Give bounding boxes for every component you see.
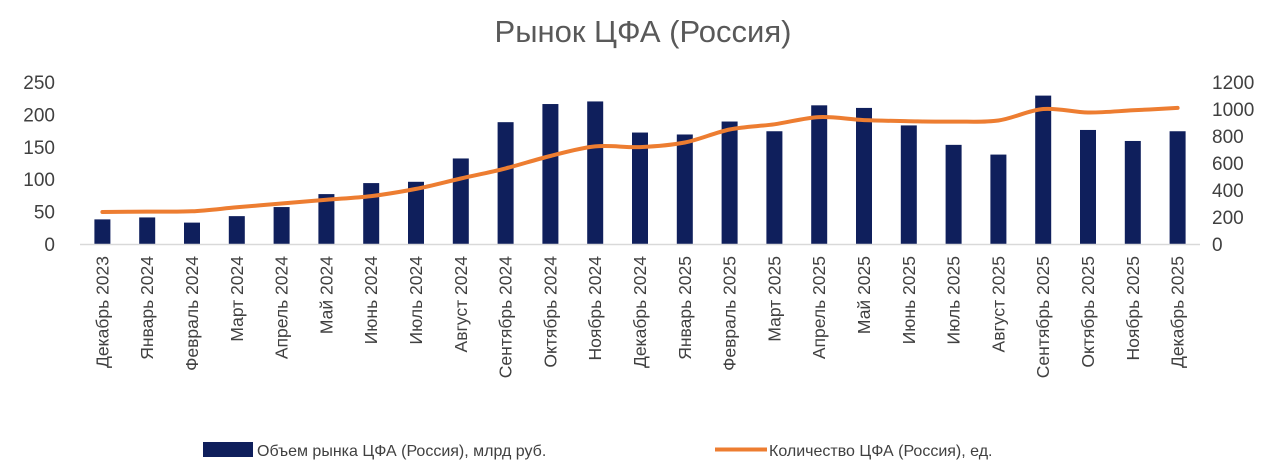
left-axis-tick-label: 250: [23, 73, 55, 94]
right-axis-tick-label: 200: [1212, 208, 1244, 229]
bar-volume: [542, 104, 559, 244]
x-axis-category-label: Июль 2024: [406, 256, 426, 345]
x-axis-category-label: Июнь 2025: [899, 256, 919, 344]
left-axis-tick-label: 0: [44, 235, 55, 256]
x-axis-category-label: Август 2025: [988, 256, 1008, 352]
x-axis-category-label: Январь 2024: [137, 256, 157, 360]
bar-series: [94, 95, 1186, 244]
bar-volume: [184, 222, 200, 244]
x-axis-category-label: Февраль 2025: [720, 256, 740, 371]
line-series: [100, 105, 1180, 214]
bar-volume: [1035, 95, 1052, 244]
bar-volume: [1169, 131, 1186, 244]
left-axis-ticks: 0 50 100 150 200 250: [23, 73, 55, 256]
bar-volume: [676, 134, 693, 244]
x-axis-category-label: Февраль 2024: [182, 256, 202, 371]
x-axis-category-label: Сентябрь 2024: [496, 256, 516, 378]
bar-volume: [363, 183, 380, 244]
left-axis-tick-label: 100: [23, 170, 55, 191]
legend: Объем рынка ЦФА (Россия), млрд руб. Коли…: [203, 442, 992, 460]
bar-volume: [452, 158, 469, 244]
legend-label-count: Количество ЦФА (Россия), ед.: [769, 443, 992, 460]
bar-volume: [228, 216, 245, 244]
chart-title: Рынок ЦФА (Россия): [495, 14, 792, 49]
x-axis-category-label: Декабрь 2025: [1168, 256, 1188, 368]
right-axis-tick-label: 400: [1212, 181, 1244, 202]
x-axis-category-label: Март 2025: [764, 256, 784, 342]
x-axis-category-label: Март 2024: [227, 256, 247, 342]
x-axis-category-label: Ноябрь 2025: [1123, 256, 1143, 361]
legend-swatch-volume: [203, 442, 253, 457]
bar-volume: [1080, 129, 1096, 244]
right-axis-ticks: 0 200 400 600 800 1000 1200: [1212, 73, 1254, 256]
x-axis-category-label: Январь 2025: [675, 256, 695, 360]
bar-volume: [139, 217, 156, 244]
line-count: [100, 105, 1180, 214]
x-axis-category-label: Май 2024: [316, 256, 336, 334]
bar-volume: [900, 125, 917, 244]
legend-label-volume: Объем рынка ЦФА (Россия), млрд руб.: [257, 443, 546, 460]
x-axis-category-label: Август 2024: [451, 256, 471, 353]
bar-volume: [497, 122, 514, 244]
x-axis-category-label: Декабрь 2024: [630, 256, 650, 368]
bar-volume: [1124, 140, 1141, 244]
right-axis-tick-label: 0: [1212, 235, 1223, 256]
x-axis-category-label: Сентябрь 2025: [1033, 256, 1053, 378]
x-axis-category-label: Май 2025: [854, 256, 874, 334]
category-labels: Декабрь 2023 Январь 2024 Февраль 2024 Март …: [92, 256, 1187, 378]
x-axis-category-label: Июль 2025: [944, 256, 964, 344]
left-axis-tick-label: 150: [23, 138, 55, 159]
left-axis-tick-label: 50: [34, 203, 55, 224]
x-axis-category-label: Апрель 2025: [809, 256, 829, 359]
x-axis-category-label: Апрель 2024: [272, 256, 292, 359]
right-axis-tick-label: 800: [1212, 127, 1244, 148]
bar-volume: [273, 207, 290, 244]
bar-volume: [318, 194, 335, 244]
bar-volume: [811, 105, 828, 244]
bar-volume: [587, 101, 604, 244]
left-axis-tick-label: 200: [23, 105, 55, 126]
bar-volume: [990, 154, 1007, 244]
x-axis-category-label: Декабрь 2023: [92, 256, 112, 368]
x-axis-category-label: Октябрь 2024: [540, 256, 560, 368]
bar-volume: [721, 121, 738, 244]
right-axis-tick-label: 1000: [1212, 100, 1254, 121]
x-axis-category-label: Ноябрь 2024: [585, 256, 605, 361]
x-axis-category-label: Июнь 2024: [361, 256, 381, 345]
bar-volume: [766, 131, 783, 244]
right-axis-tick-label: 1200: [1212, 73, 1254, 94]
right-axis-tick-label: 600: [1212, 154, 1244, 175]
x-axis-category-label: Октябрь 2025: [1078, 256, 1098, 368]
bar-volume: [94, 219, 111, 244]
bar-volume: [856, 107, 872, 244]
bar-volume: [632, 132, 648, 244]
bar-volume: [408, 181, 424, 244]
bar-volume: [945, 144, 962, 244]
